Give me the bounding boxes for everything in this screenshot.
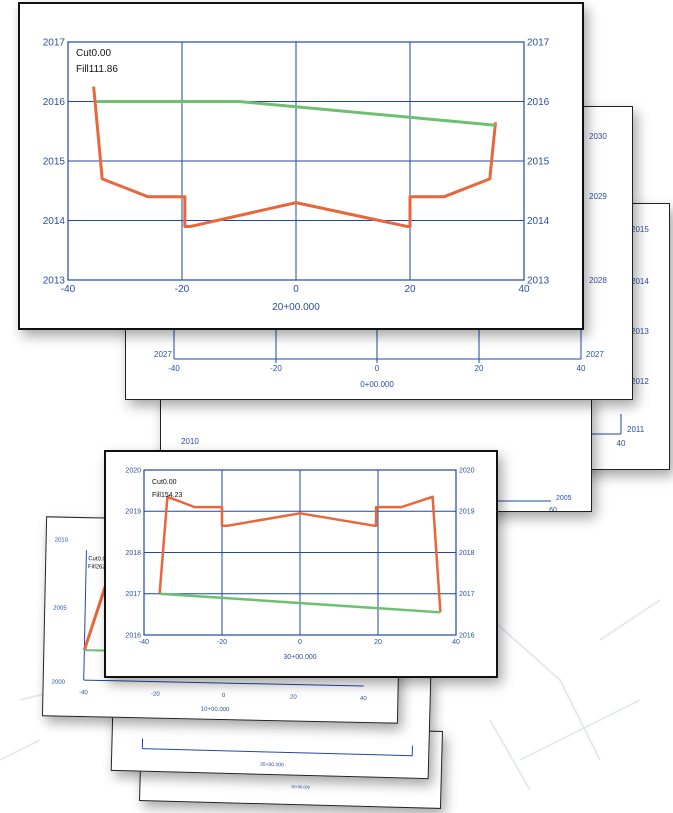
y-tick-label-left: 2020 [125, 467, 141, 474]
y-tick-label-right: 2017 [459, 591, 475, 598]
x-tick-label: 60 [549, 507, 557, 511]
y-tick-label-right: 2020 [459, 467, 475, 474]
station-label: 15+00.000 [291, 784, 311, 790]
y-tick-label: 2029 [589, 192, 607, 201]
y-tick-label: 2013 [631, 327, 649, 336]
x-axis-line [142, 749, 412, 756]
x-tick-label: 20 [290, 694, 297, 700]
station-label: 30+00.000 [283, 654, 316, 661]
x-tick-label: -40 [139, 639, 149, 646]
y-tick-label: 2010 [55, 537, 69, 543]
x-tick-label: 40 [577, 364, 586, 373]
x-tick-label: 0 [222, 693, 226, 699]
x-tick-label: -20 [151, 692, 160, 698]
sketch-line [520, 700, 640, 760]
sketch-line [0, 740, 40, 760]
station-label: 10+00.000 [201, 707, 230, 714]
y-tick-label: 2015 [631, 225, 649, 234]
station-label: 35+00.000 [260, 762, 284, 769]
y-tick-label: 2027 [154, 350, 172, 359]
background-chart: 35+00.000 [142, 739, 413, 772]
y-tick-label-left: 2016 [125, 632, 141, 639]
x-tick-label: 20 [404, 284, 416, 295]
x-tick-label: -20 [270, 364, 282, 373]
fill-label: Fill111.86 [76, 64, 118, 75]
fill-label: Fill154.23 [152, 492, 182, 499]
x-tick-label: -40 [79, 690, 88, 696]
y-tick-label-left: 2014 [43, 216, 66, 227]
background-chart: 2010 [181, 437, 199, 446]
station-label: 20+00.000 [272, 302, 320, 313]
y-tick-label: 2011 [627, 425, 645, 434]
y-tick-label: 2014 [631, 277, 649, 286]
y-tick-label-left: 2017 [43, 38, 66, 49]
x-tick-label: -20 [217, 639, 227, 646]
x-tick-label: -40 [168, 364, 180, 373]
y-tick-label-left: 2013 [43, 276, 66, 287]
y-tick-label-left: 2019 [125, 509, 141, 516]
y-tick-label: 2027 [586, 350, 604, 359]
sketch-line [490, 720, 530, 790]
cut-label: Cut0.00 [152, 479, 177, 486]
y-tick-label: 2030 [589, 132, 607, 141]
y-axis-line [84, 550, 87, 680]
y-tick-label-right: 2017 [527, 38, 550, 49]
x-tick-label: 0 [293, 284, 299, 295]
cut-label: Cut0.00 [76, 48, 111, 59]
x-tick-label: 0 [375, 364, 380, 373]
x-tick-label: 20 [374, 639, 382, 646]
y-tick-label-left: 2016 [43, 97, 66, 108]
y-tick-label: 2028 [589, 276, 607, 285]
y-tick-label-left: 2017 [125, 591, 141, 598]
y-tick-label-right: 2016 [527, 97, 550, 108]
x-tick-label: -20 [175, 284, 190, 295]
y-tick-label-right: 2019 [459, 509, 475, 516]
y-tick-label-right: 2013 [527, 276, 550, 287]
y-tick-label-right: 2014 [527, 216, 550, 227]
y-tick-label-left: 2015 [43, 157, 66, 168]
y-tick-label: 2005 [556, 495, 572, 502]
station-label: 0+00.000 [360, 380, 394, 389]
y-tick-label: 2012 [631, 377, 649, 386]
y-tick-label-right: 2016 [459, 632, 475, 639]
sketch-line [560, 680, 600, 760]
y-tick-label: 2000 [52, 679, 66, 685]
y-tick-label-left: 2018 [125, 550, 141, 557]
y-tick-label-right: 2015 [527, 157, 550, 168]
sketch-line [600, 600, 660, 640]
x-tick-label: 0 [298, 639, 302, 646]
y-tick-label: 2010 [181, 437, 199, 446]
x-tick-label: 40 [360, 696, 367, 702]
x-tick-label: 20 [475, 364, 484, 373]
x-tick-label: 40 [617, 439, 626, 448]
x-axis-line [84, 680, 364, 686]
y-tick-label-right: 2018 [459, 550, 475, 557]
x-tick-label: 40 [452, 639, 460, 646]
y-tick-label: 2005 [53, 605, 67, 611]
